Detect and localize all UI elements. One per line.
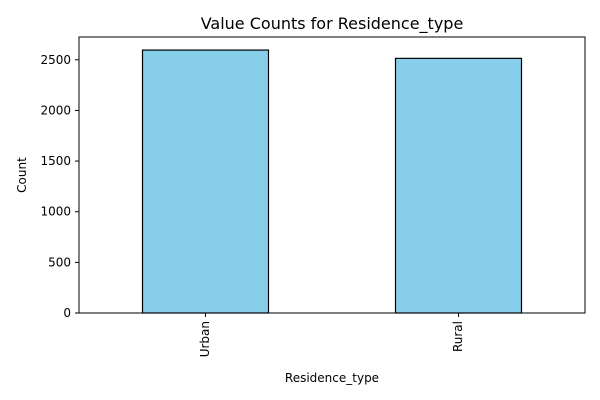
y-tick-label: 1500 [40,154,71,168]
y-tick-label: 1000 [40,205,71,219]
plot-frame [78,36,586,314]
x-axis-label: Residence_type [285,371,379,385]
y-axis: 0 500 1000 1500 2000 2500 [40,53,79,320]
x-tick-label-rural: Rural [451,321,465,352]
x-axis: Urban Rural [198,313,465,357]
y-tick-label: 500 [48,255,71,269]
y-axis-label: Count [15,157,29,193]
x-tick-label-urban: Urban [198,321,212,357]
y-tick-label: 2500 [40,53,71,67]
plot-area [78,36,586,314]
chart-title: Value Counts for Residence_type [201,14,464,34]
y-tick-label: 0 [63,306,71,320]
bar-urban [141,49,270,314]
y-tick-label: 2000 [40,103,71,117]
bars-group [141,49,523,314]
bar-rural [394,57,523,314]
